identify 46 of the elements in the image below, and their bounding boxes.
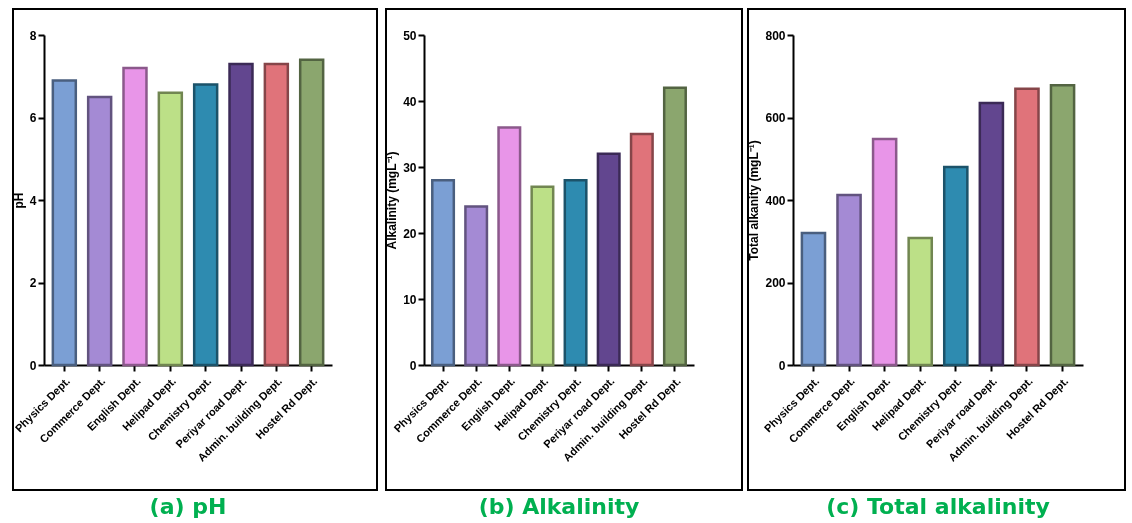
y-axis-title: Total alkanity (mgL⁻¹) xyxy=(747,140,762,261)
bar xyxy=(51,79,78,367)
y-tick-label: 6 xyxy=(29,111,37,125)
bar xyxy=(228,62,254,367)
bar xyxy=(497,126,522,367)
y-tick-label: 400 xyxy=(765,193,786,208)
bar xyxy=(800,231,827,367)
bar xyxy=(1014,87,1040,367)
y-tick-label: 800 xyxy=(765,28,786,43)
bar xyxy=(122,66,148,367)
bar xyxy=(157,91,184,367)
bar xyxy=(1049,84,1076,367)
bar xyxy=(942,165,969,367)
y-tick-label: 50 xyxy=(403,28,417,43)
y-axis-title: Alkalinity (mgL⁻¹) xyxy=(385,151,400,250)
bar xyxy=(662,86,687,367)
bar xyxy=(298,58,325,367)
y-tick-label: 0 xyxy=(778,358,786,373)
bar xyxy=(836,193,862,367)
y-tick-label: 600 xyxy=(765,111,786,125)
bar xyxy=(192,83,219,367)
bar xyxy=(596,152,621,367)
bar xyxy=(464,205,489,367)
y-tick-label: 8 xyxy=(29,28,37,43)
y-tick-label: 200 xyxy=(765,276,786,290)
bar xyxy=(871,137,898,367)
y-axis-title: pH xyxy=(11,192,26,209)
bar xyxy=(86,95,113,367)
y-tick-label: 2 xyxy=(29,276,37,290)
bar xyxy=(629,132,654,367)
y-tick-label: 4 xyxy=(29,193,37,208)
bar xyxy=(263,62,290,367)
y-tick-label: 20 xyxy=(403,226,417,241)
y-tick-label: 40 xyxy=(403,94,417,109)
text: (c) Total alkalinity xyxy=(826,494,1050,520)
bar xyxy=(563,178,588,367)
y-tick-label: 10 xyxy=(403,292,417,307)
text: (b) Alkalinity xyxy=(478,494,640,520)
bar xyxy=(431,178,456,367)
bar xyxy=(978,101,1005,367)
y-tick-label: 0 xyxy=(29,358,37,373)
y-tick-label: 0 xyxy=(409,358,417,373)
y-tick-label: 30 xyxy=(403,160,417,175)
text: (a) pH xyxy=(149,494,227,520)
bar xyxy=(530,185,555,367)
bar xyxy=(907,236,934,367)
